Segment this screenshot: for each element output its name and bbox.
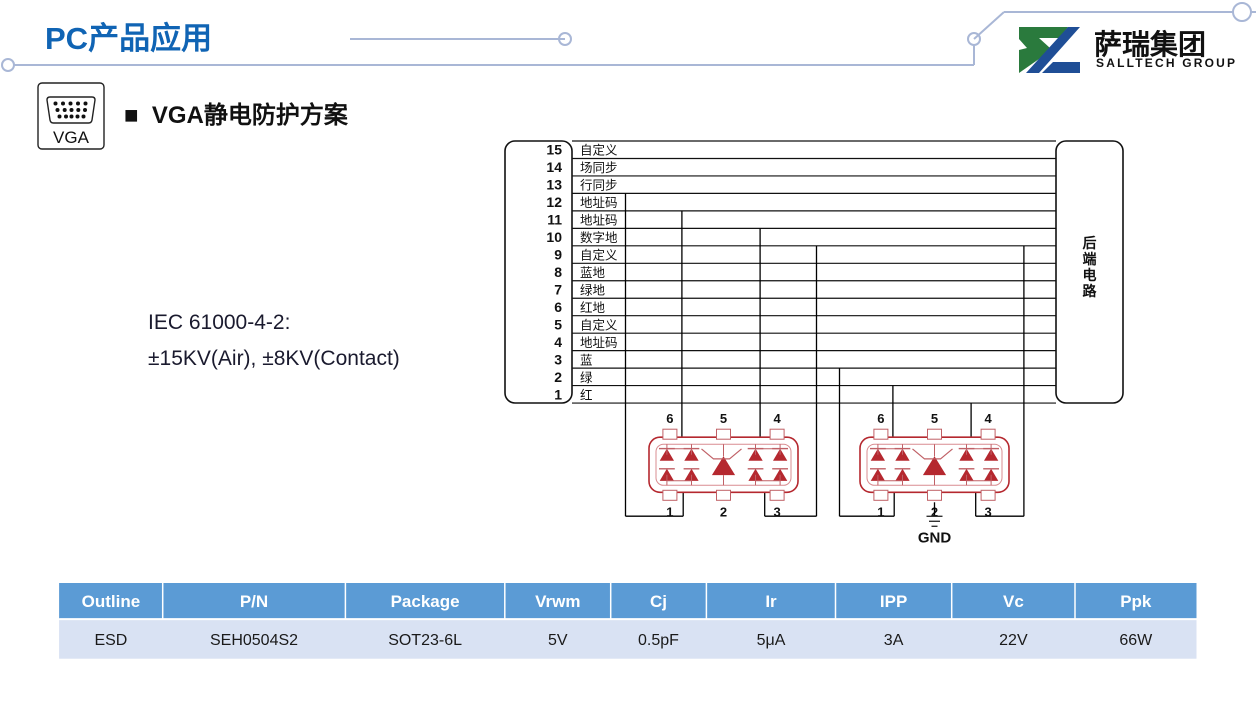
svg-text:0.5pF: 0.5pF — [638, 632, 679, 649]
svg-text:ESD: ESD — [94, 632, 127, 649]
svg-text:SOT23-6L: SOT23-6L — [388, 632, 462, 649]
svg-text:IPP: IPP — [880, 592, 907, 611]
svg-text:5V: 5V — [548, 632, 568, 649]
svg-text:Package: Package — [391, 592, 460, 611]
svg-text:22V: 22V — [999, 632, 1028, 649]
svg-text:Ir: Ir — [765, 592, 777, 611]
svg-text:Outline: Outline — [82, 592, 141, 611]
svg-text:Vrwm: Vrwm — [535, 592, 580, 611]
svg-text:P/N: P/N — [240, 592, 268, 611]
svg-text:Cj: Cj — [650, 592, 667, 611]
svg-text:SEH0504S2: SEH0504S2 — [210, 632, 298, 649]
svg-text:Ppk: Ppk — [1120, 592, 1152, 611]
svg-text:66W: 66W — [1119, 632, 1153, 649]
svg-text:Vc: Vc — [1003, 592, 1024, 611]
svg-text:5μA: 5μA — [757, 632, 786, 649]
svg-text:3A: 3A — [884, 632, 904, 649]
